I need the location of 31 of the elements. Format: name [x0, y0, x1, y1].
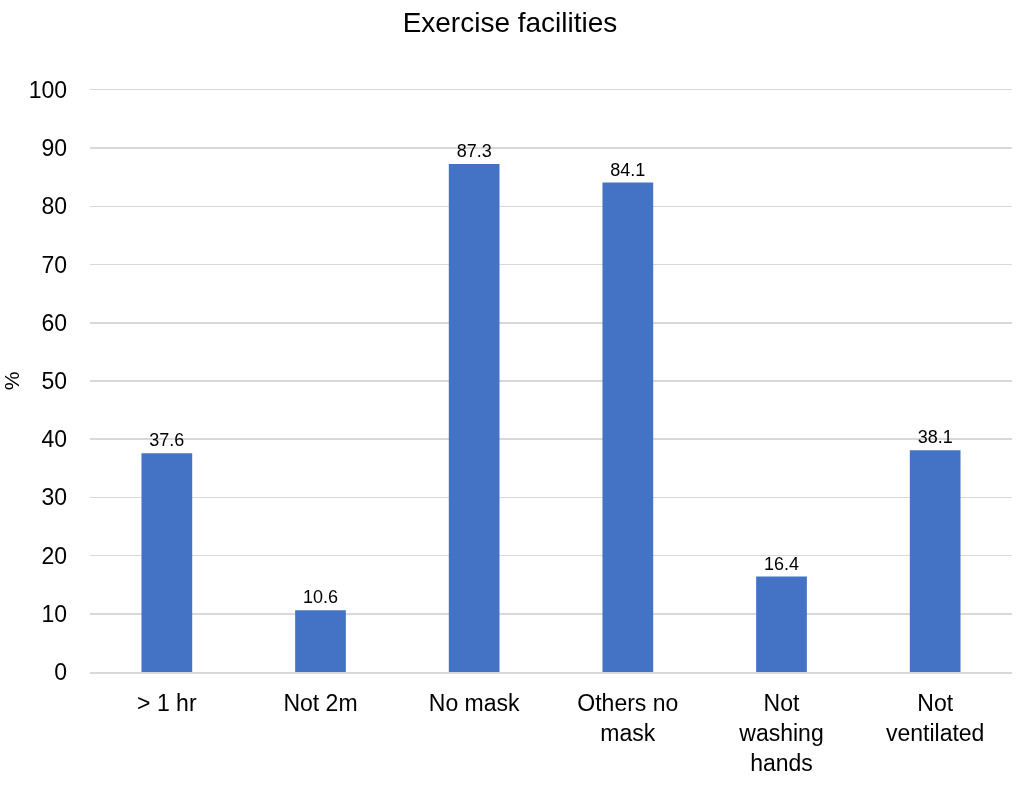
- data-label: 87.3: [456, 140, 492, 161]
- x-tick-label: Others no mask: [577, 690, 679, 746]
- y-tick-label: 60: [41, 309, 67, 336]
- bar: [602, 182, 654, 672]
- y-tick-label: 40: [41, 426, 67, 453]
- x-tick-label: No mask: [428, 690, 521, 717]
- bar: [909, 450, 961, 672]
- data-label: 84.1: [610, 159, 646, 180]
- data-label: 10.6: [302, 587, 339, 608]
- y-tick-label: 50: [41, 368, 67, 395]
- x-tick-label: Not 2m: [283, 690, 358, 717]
- y-tick-label: 80: [41, 193, 67, 220]
- y-tick-label: 90: [41, 135, 67, 162]
- bar: [141, 453, 193, 672]
- y-axis-title: %: [0, 371, 23, 391]
- x-tick-label: Not ventilated: [885, 690, 985, 746]
- bar: [448, 163, 500, 672]
- data-label: 16.4: [763, 553, 800, 574]
- y-tick-label: 10: [41, 600, 67, 627]
- y-tick-label: 100: [28, 77, 67, 104]
- x-tick-label: Not washing hands: [738, 690, 824, 776]
- y-tick-label: 30: [41, 484, 67, 511]
- y-tick-label: 70: [41, 251, 67, 278]
- bar: [295, 610, 346, 672]
- data-label: 38.1: [917, 427, 953, 448]
- bar: [756, 576, 807, 672]
- y-tick-label: 20: [41, 542, 67, 569]
- y-tick-label: 0: [54, 659, 67, 686]
- chart-title: Exercise facilities: [402, 7, 618, 39]
- data-label: 37.6: [149, 430, 185, 451]
- x-tick-label: > 1 hr: [137, 690, 197, 717]
